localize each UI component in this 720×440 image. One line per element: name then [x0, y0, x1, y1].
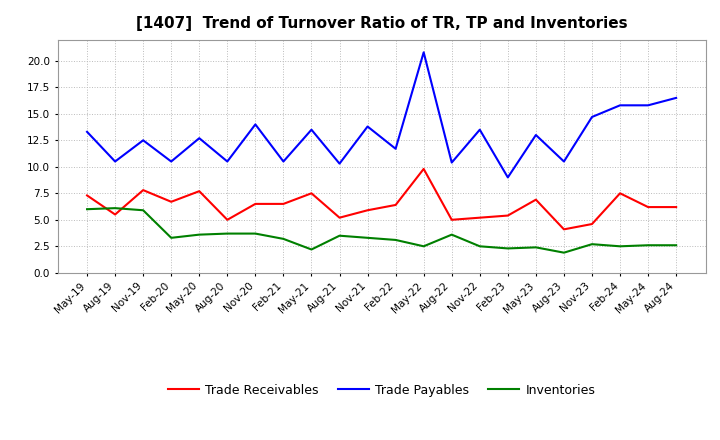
Line: Trade Payables: Trade Payables [87, 52, 676, 177]
Trade Receivables [503, 213, 512, 218]
Inventories [139, 208, 148, 213]
Inventories [307, 247, 316, 252]
Trade Payables [251, 122, 260, 127]
Inventories [588, 242, 596, 247]
Inventories [364, 235, 372, 240]
Trade Payables [336, 161, 344, 166]
Trade Payables [364, 124, 372, 129]
Trade Receivables [559, 227, 568, 232]
Trade Receivables [279, 201, 288, 206]
Trade Receivables [139, 187, 148, 193]
Inventories [644, 242, 652, 248]
Inventories [279, 236, 288, 242]
Trade Payables [475, 127, 484, 132]
Trade Payables [307, 127, 316, 132]
Trade Receivables [672, 205, 680, 210]
Trade Receivables [195, 188, 204, 194]
Inventories [167, 235, 176, 240]
Trade Payables [588, 114, 596, 120]
Inventories [336, 233, 344, 238]
Trade Payables [111, 159, 120, 164]
Trade Receivables [447, 217, 456, 223]
Inventories [251, 231, 260, 236]
Inventories [503, 246, 512, 251]
Inventories [111, 205, 120, 211]
Trade Payables [167, 159, 176, 164]
Legend: Trade Receivables, Trade Payables, Inventories: Trade Receivables, Trade Payables, Inven… [163, 379, 600, 402]
Inventories [616, 244, 624, 249]
Line: Trade Receivables: Trade Receivables [87, 169, 676, 229]
Trade Payables [195, 136, 204, 141]
Trade Payables [279, 159, 288, 164]
Trade Payables [644, 103, 652, 108]
Inventories [447, 232, 456, 237]
Trade Receivables [419, 166, 428, 172]
Trade Payables [672, 95, 680, 100]
Inventories [391, 237, 400, 242]
Trade Receivables [223, 217, 232, 223]
Inventories [419, 244, 428, 249]
Trade Payables [83, 129, 91, 135]
Trade Receivables [391, 202, 400, 208]
Trade Payables [139, 138, 148, 143]
Trade Payables [447, 160, 456, 165]
Trade Payables [419, 50, 428, 55]
Trade Payables [391, 146, 400, 151]
Trade Payables [616, 103, 624, 108]
Trade Receivables [336, 215, 344, 220]
Inventories [672, 242, 680, 248]
Inventories [531, 245, 540, 250]
Trade Receivables [531, 197, 540, 202]
Trade Payables [503, 175, 512, 180]
Trade Payables [559, 159, 568, 164]
Trade Receivables [307, 191, 316, 196]
Trade Receivables [167, 199, 176, 205]
Trade Receivables [616, 191, 624, 196]
Trade Receivables [588, 221, 596, 227]
Trade Receivables [364, 208, 372, 213]
Trade Payables [531, 132, 540, 138]
Inventories [475, 244, 484, 249]
Inventories [559, 250, 568, 255]
Title: [1407]  Trend of Turnover Ratio of TR, TP and Inventories: [1407] Trend of Turnover Ratio of TR, TP… [136, 16, 627, 32]
Inventories [83, 206, 91, 212]
Trade Payables [223, 159, 232, 164]
Trade Receivables [83, 193, 91, 198]
Line: Inventories: Inventories [87, 208, 676, 253]
Inventories [195, 232, 204, 237]
Trade Receivables [475, 215, 484, 220]
Inventories [223, 231, 232, 236]
Trade Receivables [111, 212, 120, 217]
Trade Receivables [644, 205, 652, 210]
Trade Receivables [251, 201, 260, 206]
